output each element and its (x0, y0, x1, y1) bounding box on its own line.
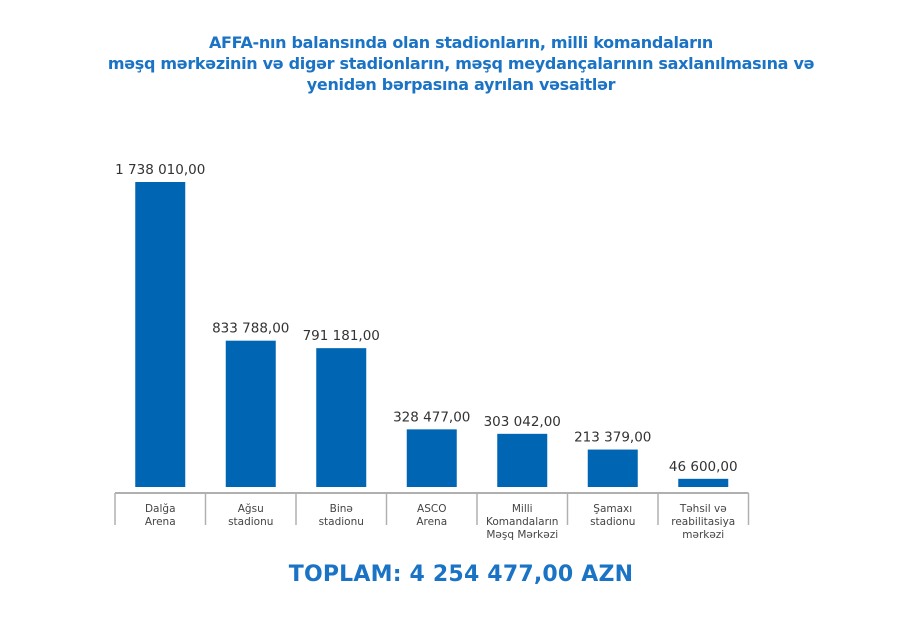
category-label: Arena (145, 516, 176, 528)
category-label: reabilitasiya (671, 516, 735, 528)
category-label: Binə (330, 503, 353, 515)
bar (678, 478, 729, 487)
bar (406, 429, 457, 487)
data-label: 833 788,00 (212, 321, 289, 337)
category-label: Məşq Mərkəzi (486, 529, 558, 541)
bar (316, 348, 367, 487)
category-label: stadionu (319, 516, 364, 528)
title-line: məşq mərkəzinin və digər stadionların, m… (107, 54, 815, 73)
bar (587, 449, 638, 487)
data-label: 791 181,00 (303, 328, 380, 344)
category-label: Təhsil və (679, 503, 727, 515)
data-label: 213 379,00 (574, 430, 651, 446)
category-label: Arena (416, 516, 447, 528)
category-label: ASCO (417, 503, 446, 515)
chart-title: AFFA-nın balansında olan stadionların, m… (0, 32, 922, 95)
total-label: TOPLAM: 4 254 477,00 AZN (288, 562, 634, 587)
category-label: Dalğa (145, 503, 176, 515)
category-label: Komandaların (486, 516, 558, 528)
data-label: 46 600,00 (669, 459, 738, 475)
title-line: AFFA-nın balansında olan stadionların, m… (208, 33, 714, 52)
bar (225, 340, 276, 487)
data-label: 303 042,00 (484, 414, 561, 430)
category-label: stadionu (228, 516, 273, 528)
bar (135, 182, 186, 487)
category-label: mərkəzi (682, 529, 724, 541)
category-label: Şamaxı (593, 503, 632, 515)
category-label: Ağsu (238, 503, 264, 515)
title-line: yenidən bərpasına ayrılan vəsaitlər (306, 75, 616, 94)
category-label: stadionu (590, 516, 635, 528)
category-label: Milli (512, 503, 533, 515)
bar (497, 433, 548, 487)
data-label: 328 477,00 (393, 409, 470, 425)
data-label: 1 738 010,00 (115, 162, 205, 178)
